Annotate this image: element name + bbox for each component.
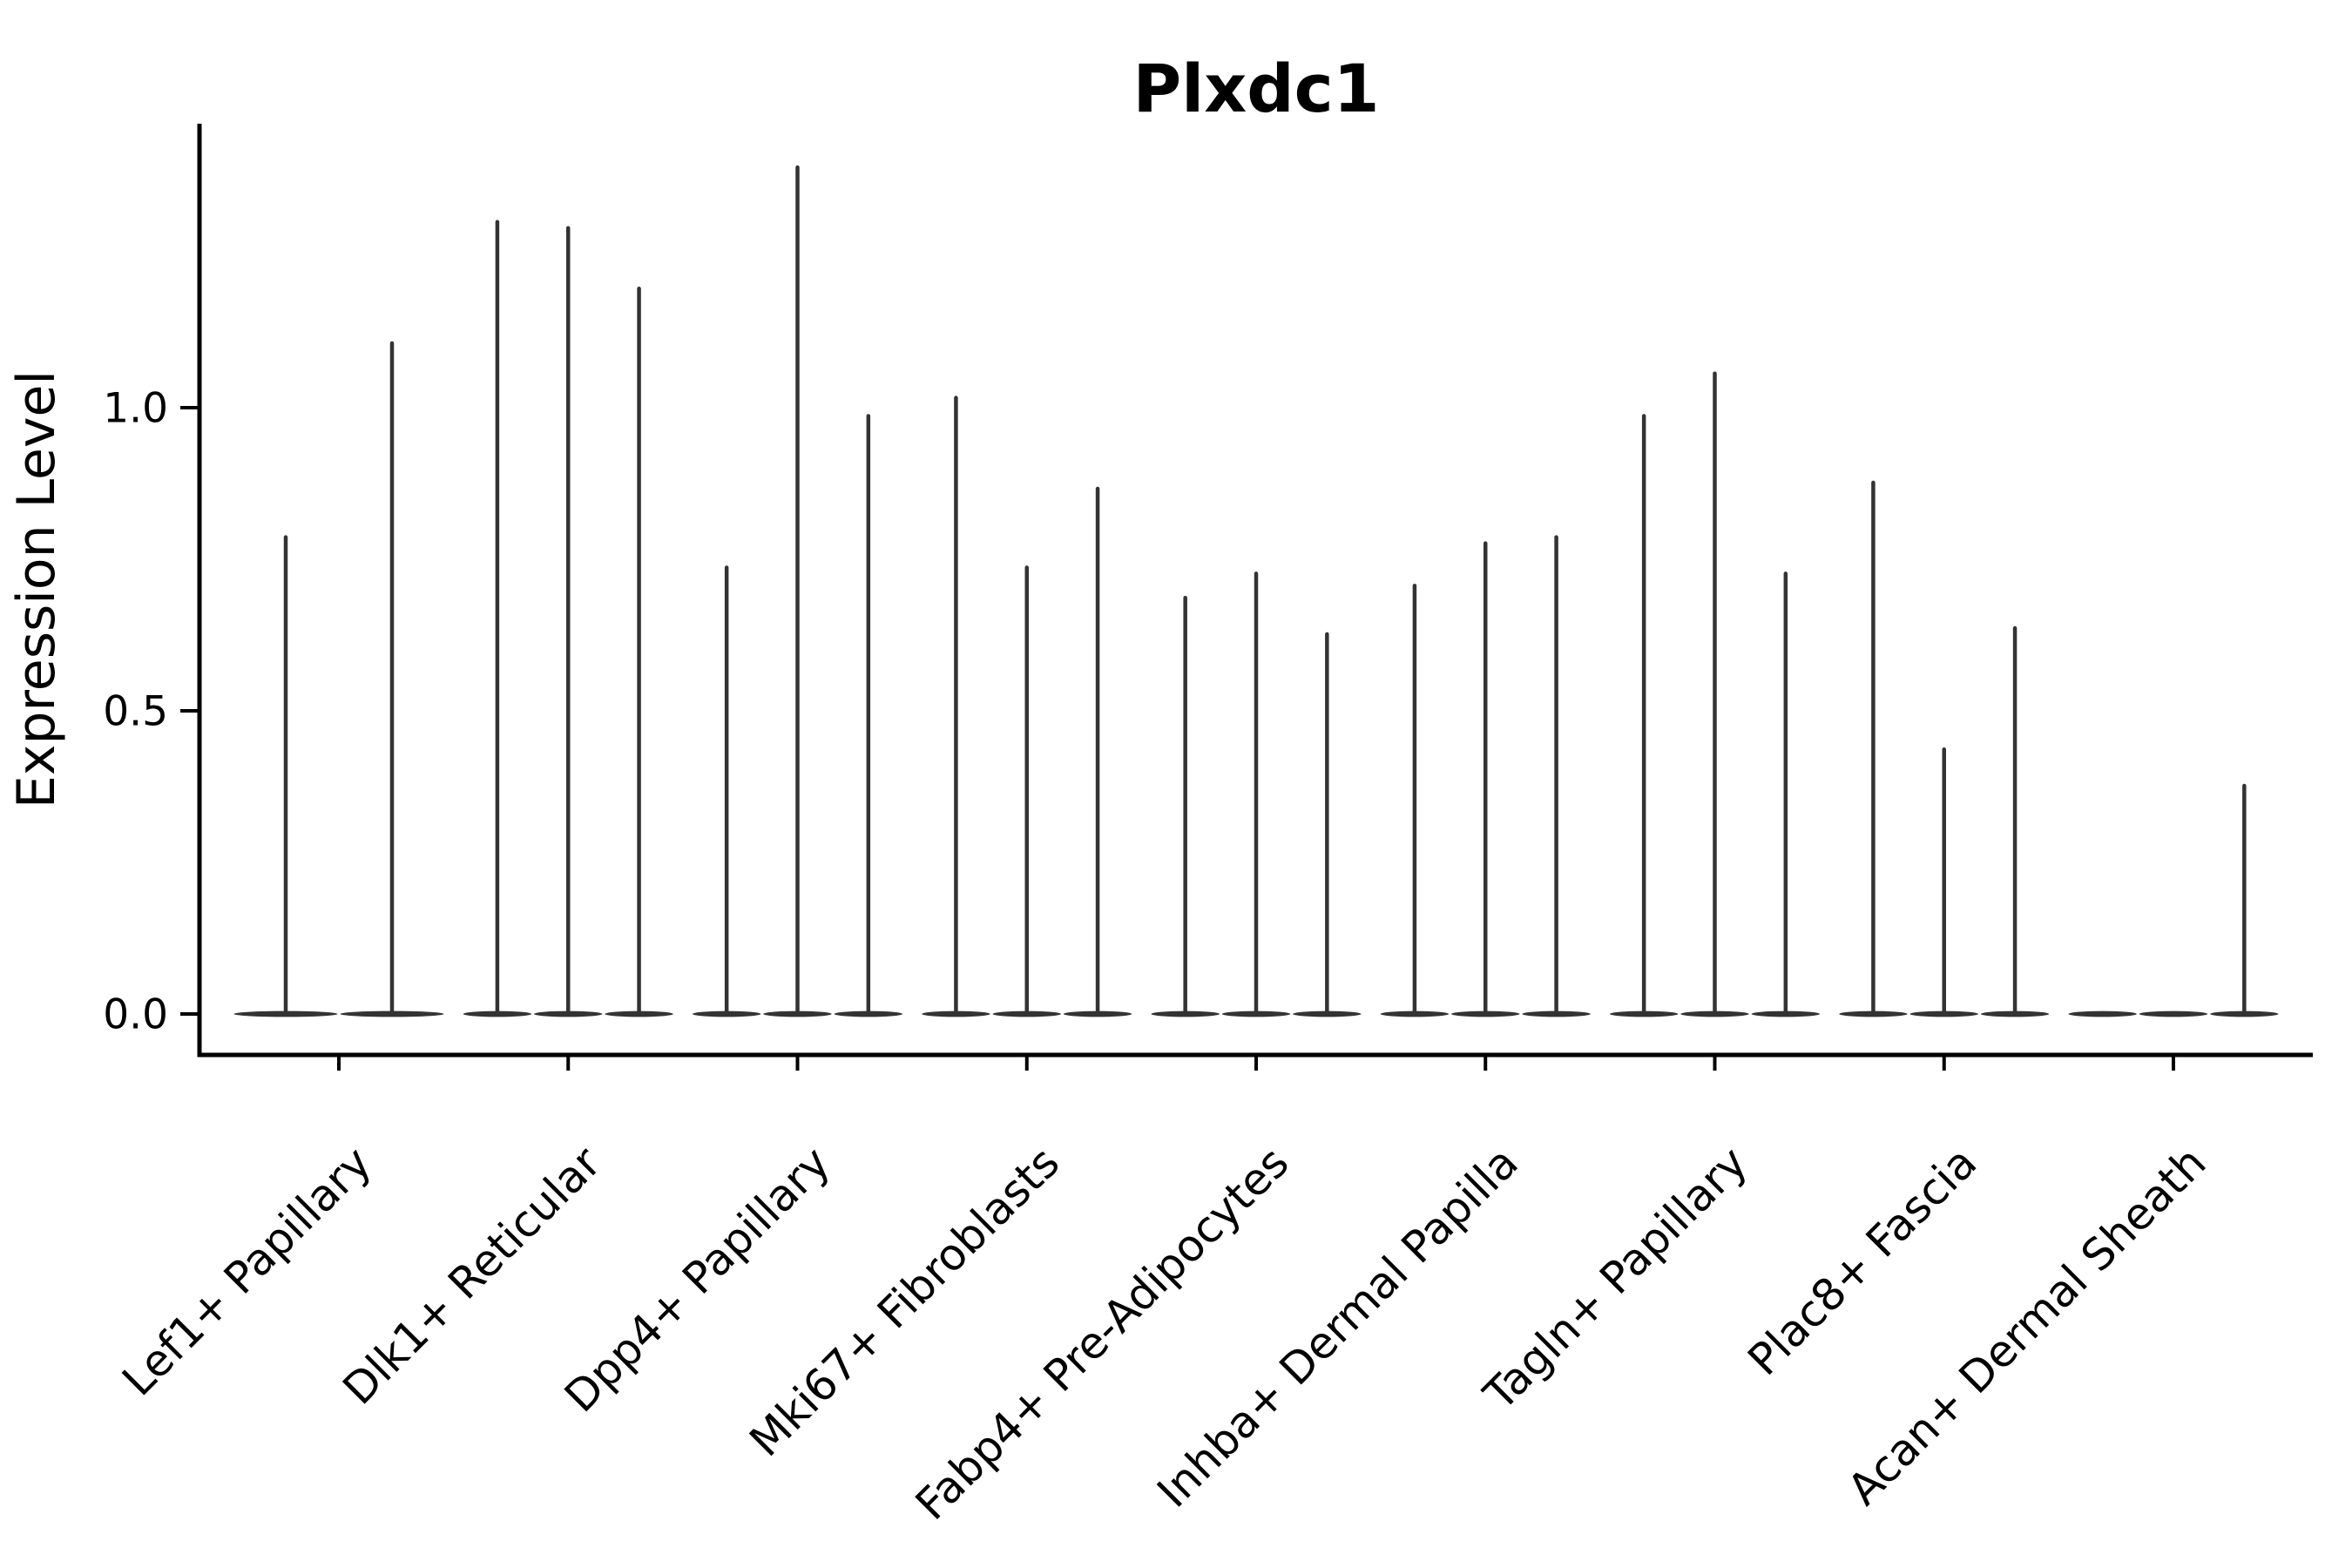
violin-group [1610, 371, 1820, 1017]
violin-group [1151, 571, 1362, 1017]
y-tick-label: 0.5 [103, 687, 168, 735]
x-tick-label: Fabp4+ Pre-Adipocytes [906, 1137, 1299, 1530]
violin-group [693, 165, 902, 1017]
violin-body [2068, 1010, 2137, 1017]
x-tick-label: Plac8+ Fascia [1739, 1137, 1987, 1385]
x-tick-label: Lef1+ Papillary [112, 1137, 381, 1405]
violin-group [1380, 535, 1591, 1017]
violin-group [233, 341, 444, 1017]
violin-body [2139, 1010, 2208, 1017]
violin-group [2068, 783, 2279, 1017]
violin-group [922, 395, 1132, 1017]
y-tick-label: 1.0 [103, 384, 168, 432]
violin-group [1839, 480, 2050, 1017]
y-axis-label: Expression Level [6, 370, 67, 808]
y-tick-label: 0.0 [103, 990, 168, 1038]
plot-title: Plxdc1 [1132, 50, 1379, 127]
axes-layer [180, 124, 2313, 1071]
violin-group [463, 220, 673, 1017]
violins-layer [233, 165, 2279, 1017]
